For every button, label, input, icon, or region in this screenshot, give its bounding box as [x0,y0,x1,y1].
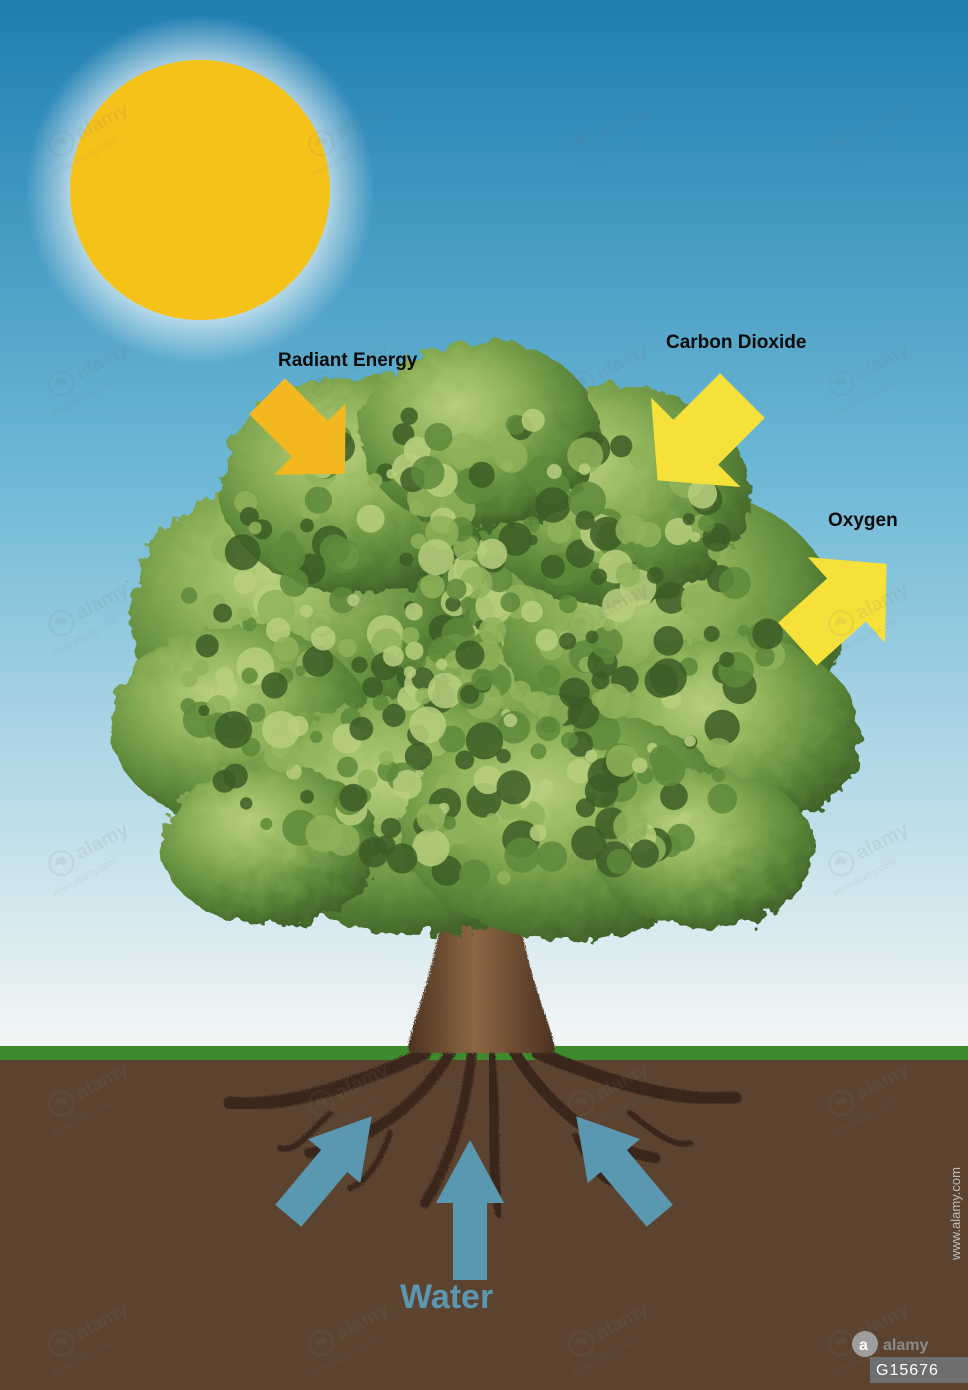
svg-text:a: a [859,1337,868,1354]
label-water: Water [400,1278,493,1317]
label-carbon-dioxide: Carbon Dioxide [666,332,806,354]
label-radiant-energy: Radiant Energy [278,350,417,372]
photosynthesis-diagram: alamywww.alamy.comalamywww.alamy.comalam… [0,0,968,1390]
watermark-side-text: www.alamy.com [948,1167,963,1260]
svg-text:alamy: alamy [883,1337,928,1354]
sun [25,15,375,365]
label-oxygen: Oxygen [828,510,898,532]
diagram-svg: alamywww.alamy.comalamywww.alamy.comalam… [0,0,968,1390]
svg-text:G15676: G15676 [876,1362,939,1379]
